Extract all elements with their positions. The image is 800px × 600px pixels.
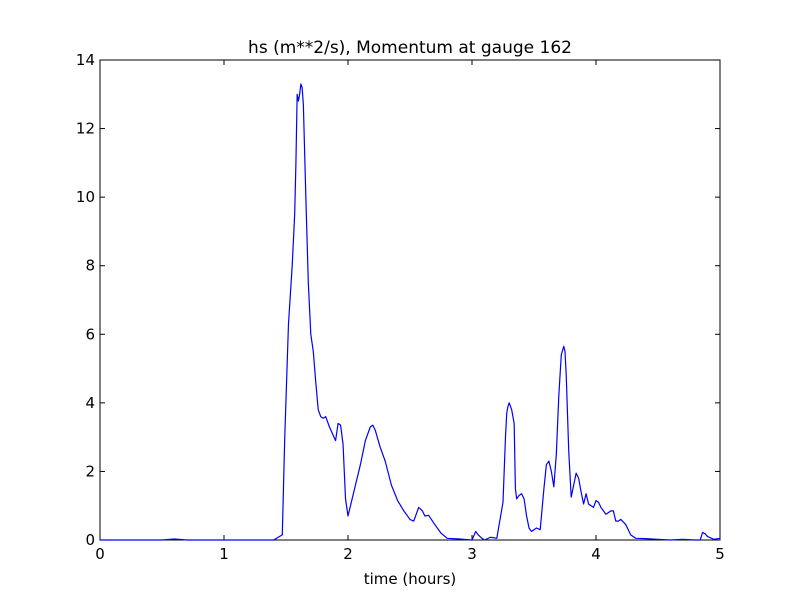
- y-tick-label: 12: [76, 120, 95, 138]
- y-tick-label: 2: [85, 462, 95, 480]
- x-tick-label: 5: [715, 545, 725, 563]
- x-tick-label: 2: [343, 545, 353, 563]
- x-tick-label: 1: [219, 545, 229, 563]
- y-tick-label: 10: [76, 188, 95, 206]
- x-tick-label: 0: [95, 545, 105, 563]
- momentum-series-line: [100, 83, 721, 541]
- x-axis-label: time (hours): [364, 570, 457, 588]
- y-tick-label: 0: [85, 531, 95, 549]
- y-tick-label: 8: [85, 257, 95, 275]
- ticks: [99, 59, 721, 541]
- y-tick-label: 14: [76, 51, 95, 69]
- x-tick-label: 3: [467, 545, 477, 563]
- x-tick-label: 4: [591, 545, 601, 563]
- chart-title: hs (m**2/s), Momentum at gauge 162: [248, 38, 572, 58]
- y-tick-label: 4: [85, 394, 95, 412]
- plot-frame: [99, 59, 721, 541]
- y-tick-label: 6: [85, 325, 95, 343]
